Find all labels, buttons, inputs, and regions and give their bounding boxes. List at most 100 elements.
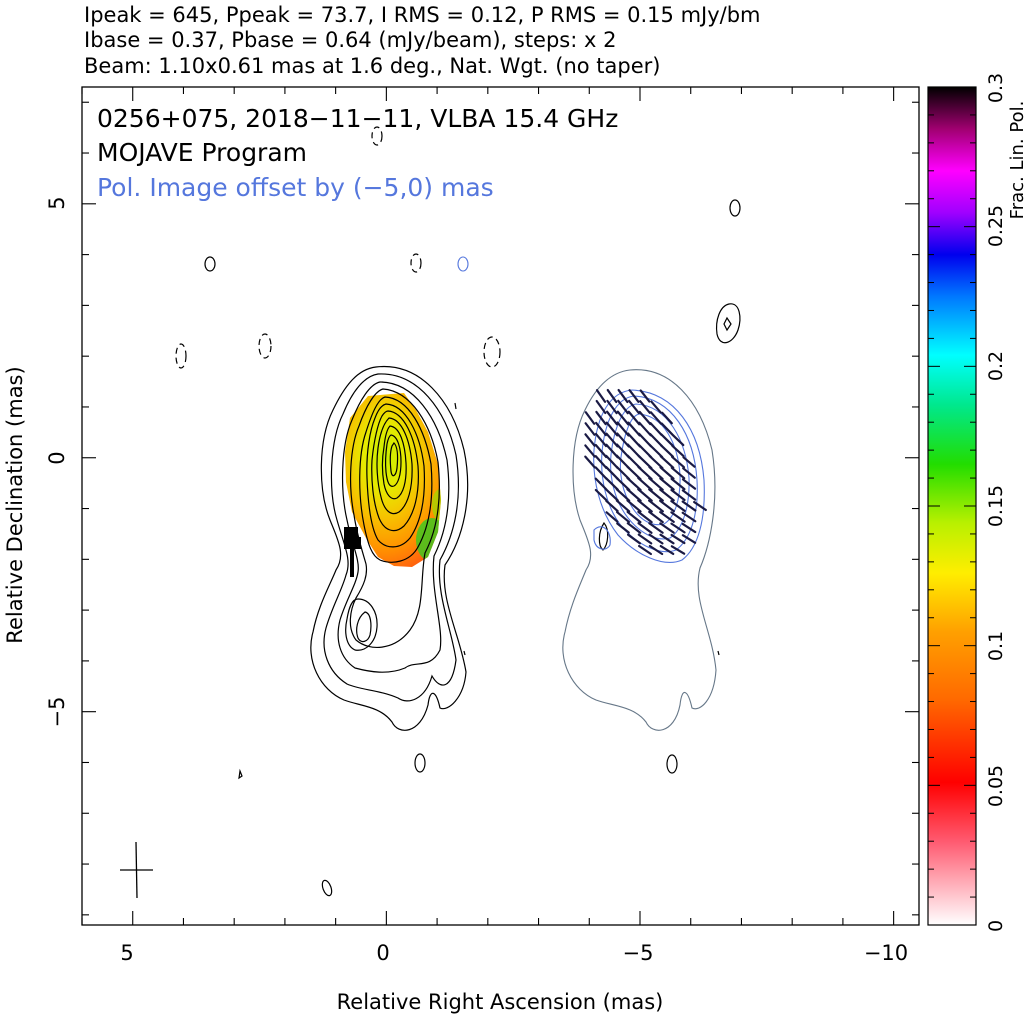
negative-contours — [175, 126, 501, 369]
evpa-tick — [626, 522, 642, 534]
colorbar-ticks — [928, 86, 976, 926]
evpa-tick — [660, 433, 674, 447]
evpa-tick — [605, 499, 619, 513]
evpa-tick — [605, 488, 619, 502]
evpa-tick — [671, 433, 685, 447]
evpa-tick — [670, 500, 686, 512]
evpa-tick — [626, 476, 642, 492]
evpa-tick — [605, 421, 619, 437]
evpa-tick — [626, 499, 642, 513]
evpa-tick — [648, 443, 664, 459]
evpa-tick — [637, 432, 653, 448]
y-tick-label: −5 — [45, 697, 69, 728]
header-base-line: Ibase = 0.37, Pbase = 0.64 (mJy/beam), s… — [84, 28, 616, 52]
evpa-tick — [670, 511, 686, 523]
evpa-tick — [605, 454, 619, 470]
evpa-tick — [628, 389, 640, 403]
colorbar-tick-label: 0.25 — [985, 205, 1007, 247]
evpa-tick — [626, 510, 642, 524]
evpa-tick — [584, 444, 596, 458]
evpa-tick — [670, 466, 686, 480]
colorbar-tick-label: 0.15 — [985, 485, 1007, 527]
frac-pol-map — [345, 393, 441, 567]
evpa-tick — [693, 500, 707, 512]
evpa-tick — [659, 488, 675, 502]
evpa-tick — [659, 533, 675, 545]
evpa-tick — [671, 444, 685, 458]
evpa-tick — [649, 432, 663, 448]
y-tick-label: 0 — [45, 451, 69, 464]
colorbar-tick-label: 0.2 — [985, 351, 1007, 381]
colorbar-tick-label: 0.05 — [985, 765, 1007, 807]
evpa-tick — [584, 422, 596, 436]
program-label: MOJAVE Program — [97, 138, 307, 167]
evpa-tick — [595, 389, 607, 403]
evpa-tick — [681, 489, 697, 501]
evpa-tick — [659, 455, 675, 469]
evpa-tick — [659, 511, 675, 523]
evpa-tick — [659, 444, 675, 458]
evpa-tick — [648, 488, 664, 502]
evpa-tick — [682, 467, 696, 479]
evpa-tick — [649, 411, 663, 425]
evpa-tick — [627, 421, 641, 437]
evpa-tick — [595, 399, 607, 415]
evpa-tick — [615, 488, 631, 502]
evpa-tick — [661, 411, 673, 425]
evpa-tick — [605, 432, 619, 448]
evpa-tick — [605, 410, 619, 426]
intensity-contours — [310, 365, 469, 731]
evpa-tick — [681, 522, 697, 534]
evpa-tick — [649, 422, 663, 436]
x-tick-label: 0 — [376, 941, 389, 965]
evpa-tick — [637, 465, 653, 481]
evpa-tick — [627, 533, 641, 545]
evpa-tick — [659, 544, 675, 556]
evpa-tick — [660, 422, 674, 436]
evpa-tick — [605, 443, 619, 459]
evpa-tick — [670, 477, 686, 491]
evpa-tick — [639, 400, 651, 414]
evpa-tick — [637, 476, 653, 492]
evpa-tick — [616, 432, 630, 448]
evpa-tick — [605, 511, 619, 523]
evpa-tick — [584, 455, 596, 469]
evpa-tick — [638, 410, 652, 426]
evpa-tick — [616, 421, 630, 437]
frac-pol-blob — [344, 527, 361, 577]
evpa-tick — [594, 488, 608, 502]
evpa-tick — [659, 499, 675, 513]
evpa-tick — [670, 455, 686, 469]
evpa-tick — [615, 510, 631, 524]
colorbar-tick-label: 0.1 — [985, 631, 1007, 661]
beam-marker — [120, 841, 153, 899]
evpa-tick — [616, 410, 630, 426]
evpa-tick — [681, 478, 697, 490]
evpa-tick — [648, 477, 664, 491]
evpa-tick — [594, 455, 608, 469]
evpa-tick — [637, 533, 653, 545]
evpa-tick — [659, 466, 675, 480]
evpa-tick — [615, 476, 631, 492]
evpa-tick — [681, 511, 697, 523]
evpa-tick — [637, 488, 653, 502]
evpa-tick — [670, 522, 686, 534]
evpa-tick — [637, 544, 653, 556]
evpa-tick — [648, 544, 664, 556]
pol-image-intensity-contour — [562, 369, 717, 731]
evpa-tick — [627, 410, 641, 426]
evpa-tick — [648, 499, 664, 513]
evpa-tick — [617, 388, 629, 404]
evpa-tick — [595, 410, 607, 426]
evpa-tick — [648, 465, 664, 481]
colorbar-label: Frac. Lin. Pol. — [1007, 101, 1027, 220]
evpa-tick — [638, 421, 652, 437]
evpa-tick — [584, 411, 596, 425]
evpa-tick — [681, 500, 697, 512]
header-stats-line: Ipeak = 645, Ppeak = 73.7, I RMS = 0.12,… — [84, 3, 761, 27]
plot-frame — [81, 86, 920, 926]
evpa-tick — [595, 421, 607, 437]
colorbar-tick-label: 0.3 — [985, 73, 1007, 103]
evpa-tick — [584, 433, 596, 447]
header-beam-line: Beam: 1.10x0.61 mas at 1.6 deg., Nat. Wg… — [84, 54, 660, 78]
